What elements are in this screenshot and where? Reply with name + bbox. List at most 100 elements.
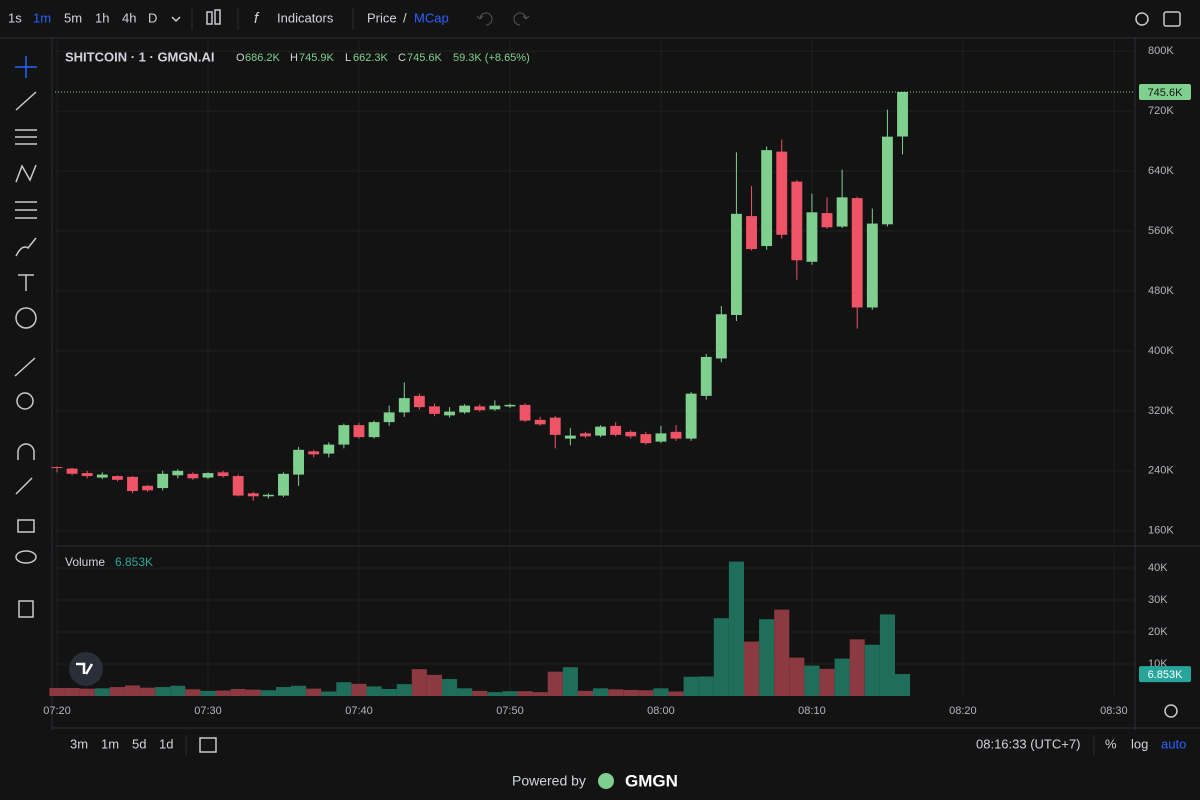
legend-change: 59.3K (+8.65%) — [453, 52, 530, 64]
price-toggle[interactable]: Price — [367, 10, 397, 25]
interval-dropdown[interactable] — [171, 16, 181, 23]
x-tick-label: 08:30 — [1100, 705, 1128, 717]
volume-bar — [864, 644, 880, 696]
volume-title: Volume — [65, 555, 105, 569]
prediction-tool[interactable] — [15, 201, 37, 219]
candle-body — [897, 91, 908, 137]
x-tick-label: 07:30 — [194, 705, 222, 717]
redo-button[interactable] — [513, 12, 530, 26]
volume-bar — [321, 691, 337, 696]
candle-body — [187, 473, 199, 479]
interval[interactable]: D — [148, 10, 157, 25]
candle-type-button[interactable] — [206, 9, 221, 25]
legend-label: H — [290, 52, 298, 64]
percent-toggle[interactable]: % — [1105, 736, 1117, 751]
brand: GMGN — [625, 771, 678, 790]
volume-bar — [411, 669, 427, 696]
brush-tool[interactable] — [15, 237, 37, 257]
magnet-tool[interactable] — [17, 443, 35, 460]
y-tick-label: 800K — [1148, 45, 1174, 57]
volume-bar — [728, 561, 744, 696]
candle-body — [489, 405, 501, 410]
candle-body — [731, 213, 742, 315]
candle-body — [142, 485, 154, 491]
candle-body — [685, 393, 697, 439]
volume-bar — [502, 691, 518, 696]
volume-bar — [562, 667, 578, 696]
candle-body — [51, 467, 63, 469]
volume-bar — [743, 641, 760, 696]
crosshair-tool[interactable] — [15, 56, 37, 78]
candle-body — [655, 433, 667, 442]
volume-bar — [698, 676, 714, 696]
last-price-tag — [1139, 83, 1191, 100]
y-tick-label: 400K — [1148, 345, 1174, 357]
x-tick-label: 08:00 — [647, 705, 675, 717]
candle-body — [81, 473, 93, 477]
fib-tool[interactable] — [15, 129, 37, 145]
candle-body — [761, 150, 773, 247]
line-tool[interactable] — [15, 91, 37, 111]
undo-button[interactable] — [476, 12, 493, 26]
zoom-tool[interactable] — [16, 392, 34, 410]
candle-body — [776, 151, 788, 235]
range-button[interactable]: 3m — [70, 736, 88, 751]
volume-bar — [230, 688, 246, 696]
range-button[interactable]: 1d — [159, 736, 173, 751]
volume-bar — [487, 692, 503, 696]
indicators-icon[interactable]: f — [254, 10, 260, 27]
interval[interactable]: 1h — [95, 10, 109, 25]
volume-bar — [185, 689, 201, 696]
y-tick-label: 720K — [1148, 105, 1174, 117]
volume-tick-label: 30K — [1148, 594, 1168, 606]
volume-bar — [94, 688, 110, 696]
candle-body — [247, 493, 259, 497]
range-button[interactable]: 5d — [132, 736, 146, 751]
range-button[interactable]: 1m — [101, 736, 119, 751]
volume-bar — [442, 679, 458, 696]
volume-bar — [155, 687, 171, 696]
ruler-tool[interactable] — [14, 357, 36, 377]
volume-bar — [849, 639, 865, 696]
indicators-button[interactable]: Indicators — [277, 10, 334, 25]
volume-bar — [774, 609, 790, 696]
tradingview-logo[interactable] — [69, 652, 103, 686]
x-tick-label: 08:20 — [949, 705, 977, 717]
interval[interactable]: 1m — [33, 10, 51, 25]
hide-tool[interactable] — [15, 550, 37, 564]
candle-body — [459, 405, 471, 413]
auto-toggle[interactable]: auto — [1161, 736, 1186, 751]
emoji-tool[interactable] — [15, 307, 37, 329]
clock: 08:16:33 (UTC+7) — [976, 736, 1080, 751]
top-toolbar: 1s 1m 5m 1h 4h D f Indicators Price / MC… — [8, 8, 1181, 30]
candle-body — [700, 356, 712, 396]
pattern-tool[interactable] — [15, 164, 37, 183]
text-tool[interactable] — [18, 274, 34, 291]
candle-body — [444, 411, 455, 416]
interval[interactable]: 4h — [122, 10, 136, 25]
volume-bar — [683, 676, 699, 696]
y-tick-label: 480K — [1148, 285, 1174, 297]
interval[interactable]: 1s — [8, 10, 22, 25]
volume-bar — [623, 689, 639, 696]
goto-date-button[interactable] — [199, 737, 217, 753]
screenshot-button[interactable] — [1163, 11, 1181, 27]
volume-bar — [381, 688, 397, 696]
interval[interactable]: 5m — [64, 10, 82, 25]
x-tick-label: 07:40 — [345, 705, 373, 717]
candle-body — [398, 398, 410, 413]
candle-body — [413, 395, 425, 408]
log-toggle[interactable]: log — [1131, 736, 1148, 751]
volume-bar — [577, 690, 593, 696]
axis-settings[interactable] — [1164, 704, 1178, 718]
lock-drawing-tool[interactable] — [15, 477, 33, 495]
mcap-toggle[interactable]: MCap — [414, 10, 449, 25]
volume-bar — [260, 690, 276, 696]
volume-bar — [879, 614, 895, 696]
lock-tool[interactable] — [17, 519, 35, 533]
delete-tool[interactable] — [18, 600, 34, 618]
volume-bar — [64, 688, 80, 696]
candle-body — [625, 431, 637, 437]
volume-bar — [759, 619, 775, 696]
settings-button[interactable] — [1135, 12, 1149, 26]
